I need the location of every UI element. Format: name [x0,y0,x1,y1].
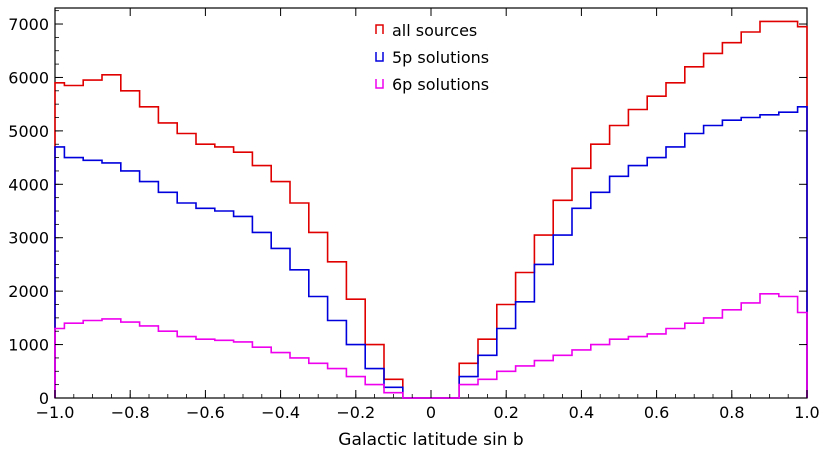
y-tick-label: 1000 [8,336,49,355]
y-tick-label: 0 [39,389,49,408]
y-tick-label: 2000 [8,282,49,301]
x-tick-label: −0.8 [111,403,150,422]
legend-item: all sources [375,21,477,40]
legend-item: 6p solutions [375,75,489,94]
tick-layer: −1.0 −0.8 −0.6 −0.4 −0.2 0 0.2 0.4 0.6 0.8 1.0 0 100… [8,8,820,422]
x-tick-label: 0.2 [493,403,518,422]
legend-swatch [375,79,384,89]
x-tick-label: −0.2 [336,403,375,422]
legend: all sources 5p solutions 6p solutions [375,21,489,94]
x-tick-label: 0.8 [719,403,744,422]
x-tick-label: −0.6 [186,403,225,422]
x-tick-label: 0.6 [644,403,669,422]
legend-label: 6p solutions [392,75,489,94]
legend-label: 5p solutions [392,48,489,67]
x-tick-label: 0 [426,403,436,422]
x-tick-label: −1.0 [36,403,75,422]
x-tick-label: −0.4 [261,403,300,422]
y-tick-label: 4000 [8,175,49,194]
x-tick-label: 0.4 [569,403,594,422]
series-line-5p-solutions [54,106,808,399]
y-tick-label: 6000 [8,68,49,87]
y-tick-label: 5000 [8,122,49,141]
x-tick-label: 1.0 [794,403,819,422]
legend-label: all sources [392,21,477,40]
y-tick-label: 7000 [8,15,49,34]
y-tick-label: 3000 [8,229,49,248]
legend-item: 5p solutions [375,48,489,67]
series-line-6p-solutions [54,293,808,399]
x-axis-title: Galactic latitude sin b [338,430,523,450]
legend-swatch [375,24,384,34]
legend-swatch [375,52,384,62]
